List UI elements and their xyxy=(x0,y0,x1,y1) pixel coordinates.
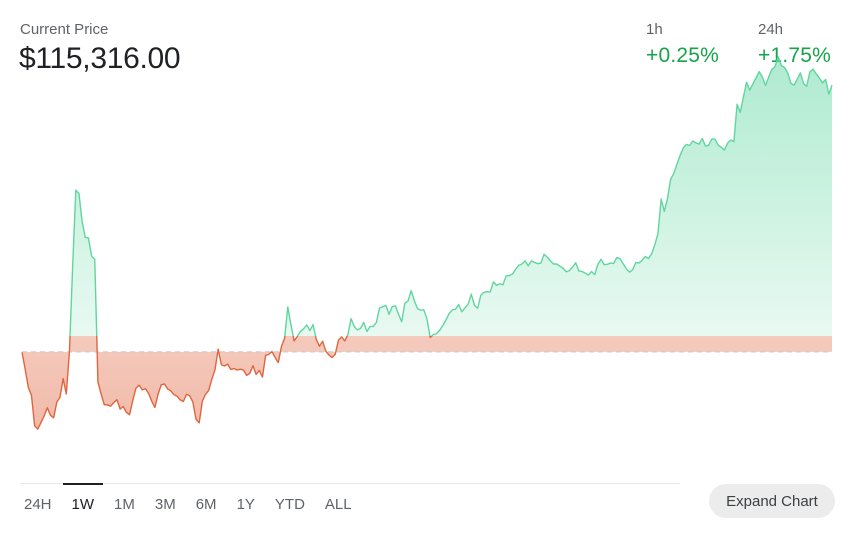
range-tab-1m[interactable]: 1M xyxy=(114,496,135,513)
area-above-baseline xyxy=(70,56,832,336)
price-line-below xyxy=(21,336,433,430)
current-price-label: Current Price xyxy=(20,21,109,38)
range-tab-ytd[interactable]: YTD xyxy=(274,496,305,513)
range-tab-6m[interactable]: 6M xyxy=(195,496,217,513)
range-tab-24h[interactable]: 24H xyxy=(24,496,52,513)
range-tab-3m[interactable]: 3M xyxy=(154,496,176,513)
change-1h-label: 1h xyxy=(646,21,663,38)
change-1h: 1h +0.25% xyxy=(646,21,719,68)
change-24h-label: 24h xyxy=(758,21,784,38)
current-price-value: $115,316.00 xyxy=(19,42,181,75)
range-tab-bar xyxy=(20,483,680,524)
range-tab-1y[interactable]: 1Y xyxy=(236,496,255,513)
range-tab-1w[interactable]: 1W xyxy=(62,483,103,513)
price-line-above xyxy=(69,56,833,336)
range-tabs: 24H 1W 1M 3M 6M 1Y YTD ALL xyxy=(24,483,372,515)
expand-chart-button[interactable]: Expand Chart xyxy=(709,484,835,518)
area-below-baseline xyxy=(22,336,832,430)
change-1h-value: +0.25% xyxy=(646,44,720,67)
range-tab-all[interactable]: ALL xyxy=(324,496,352,513)
